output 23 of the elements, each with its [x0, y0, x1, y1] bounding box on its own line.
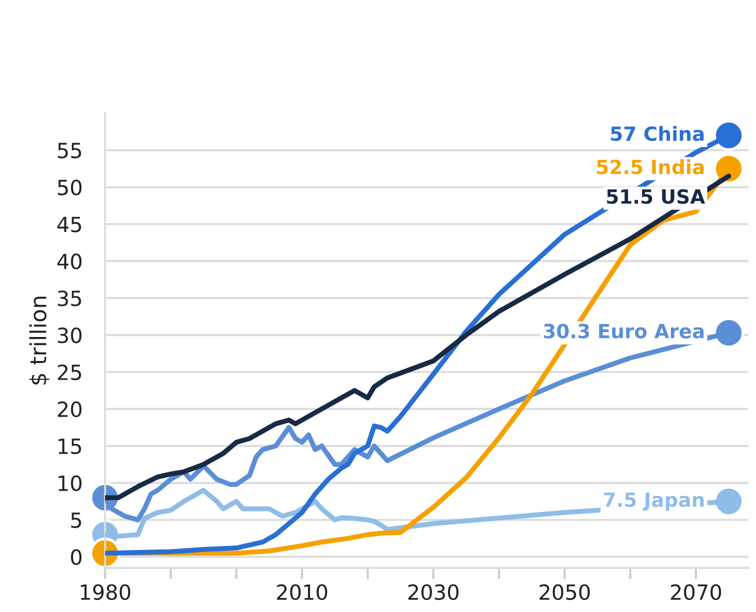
y-axis-title: $ trillion — [29, 296, 50, 384]
y-tick-label: 30 — [58, 327, 82, 344]
x-tick-label: 2050 — [540, 584, 590, 600]
data-label: 52.5 India — [597, 159, 704, 174]
y-tick-label: 15 — [58, 438, 82, 454]
x-tick-label: 1980 — [80, 584, 130, 600]
data-label: 7.5 Japan — [604, 492, 704, 511]
data-label: 51.5 USA — [607, 189, 706, 204]
y-tick-label: 55 — [58, 142, 82, 158]
y-tick-label: 50 — [58, 180, 82, 196]
y-tick-label: 45 — [57, 216, 82, 232]
y-tick-label: 25 — [58, 364, 82, 380]
x-tick-label: 2070 — [670, 584, 722, 600]
data-label: 30.3 Euro Area — [544, 324, 704, 338]
y-tick-label: 20 — [58, 401, 82, 418]
y-tick-label: 5 — [71, 512, 82, 528]
data-label: 57 China — [611, 126, 704, 142]
x-tick-label: 2010 — [277, 584, 328, 600]
y-tick-label: 0 — [70, 549, 82, 566]
y-tick-label: 35 — [58, 290, 82, 306]
y-tick-label: 10 — [58, 475, 82, 492]
y-tick-label: 40 — [57, 254, 82, 270]
x-tick-label: 2030 — [408, 584, 458, 600]
